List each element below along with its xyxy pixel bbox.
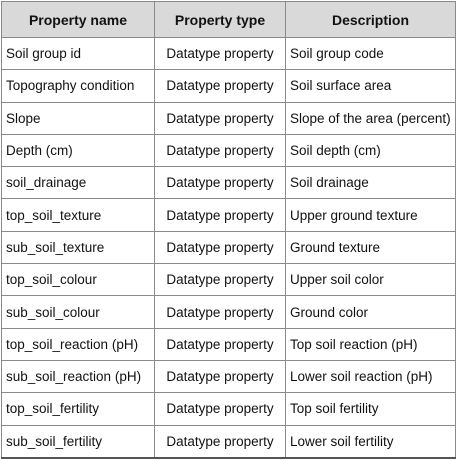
cell-property-type: Datatype property: [154, 424, 286, 459]
cell-description: Soil group code: [285, 36, 456, 71]
table-row: sub_soil_reaction (pH) Datatype property L…: [1, 359, 456, 394]
table-row: soil_drainage Datatype property Soil drain…: [1, 166, 456, 200]
header-row: Property name Property type Description: [1, 1, 456, 38]
cell-property-type: Datatype property: [154, 392, 286, 426]
cell-property-name: Soil group id: [1, 36, 155, 71]
cell-property-name: sub_soil_fertility: [1, 424, 155, 459]
cell-property-type: Datatype property: [154, 327, 286, 361]
table-row: top_soil_texture Datatype property Upper g…: [1, 198, 456, 232]
cell-property-name: top_soil_reaction (pH): [1, 327, 155, 361]
cell-description: Ground texture: [285, 230, 456, 265]
table-row: top_soil_reaction (pH) Datatype property T…: [1, 327, 456, 361]
cell-description: Top soil fertility: [285, 392, 456, 426]
cell-property-name: top_soil_colour: [1, 263, 155, 297]
table-row: Depth (cm) Datatype property Soil depth (c…: [1, 133, 456, 168]
cell-property-type: Datatype property: [154, 359, 286, 394]
cell-property-type: Datatype property: [154, 36, 286, 71]
cell-description: Soil depth (cm): [285, 133, 456, 168]
table-row: Slope Datatype property Slope of the area …: [1, 101, 456, 135]
cell-property-name: Depth (cm): [1, 133, 155, 168]
cell-property-type: Datatype property: [154, 198, 286, 232]
cell-property-name: sub_soil_colour: [1, 295, 155, 329]
table-row: top_soil_colour Datatype property Upper so…: [1, 263, 456, 297]
header-description: Description: [285, 1, 456, 38]
cell-property-name: top_soil_fertility: [1, 392, 155, 426]
cell-property-name: sub_soil_texture: [1, 230, 155, 265]
cell-description: Lower soil reaction (pH): [285, 359, 456, 394]
table-row: top_soil_fertility Datatype property Top s…: [1, 392, 456, 426]
cell-description: Slope of the area (percent): [285, 101, 456, 135]
cell-property-type: Datatype property: [154, 230, 286, 265]
cell-property-name: sub_soil_reaction (pH): [1, 359, 155, 394]
cell-description: Ground color: [285, 295, 456, 329]
cell-property-type: Datatype property: [154, 295, 286, 329]
header-property-type: Property type: [154, 1, 286, 38]
table-row: Soil group id Datatype property Soil group…: [1, 36, 456, 71]
table-body: Soil group id Datatype property Soil group…: [1, 36, 456, 459]
cell-description: Upper ground texture: [285, 198, 456, 232]
cell-description: Soil drainage: [285, 166, 456, 200]
table-row: sub_soil_texture Datatype property Ground …: [1, 230, 456, 265]
cell-description: Top soil reaction (pH): [285, 327, 456, 361]
table-header: Property name Property type Description: [1, 1, 456, 38]
cell-property-name: soil_drainage: [1, 166, 155, 200]
cell-property-name: Slope: [1, 101, 155, 135]
cell-property-type: Datatype property: [154, 101, 286, 135]
cell-property-type: Datatype property: [154, 133, 286, 168]
cell-description: Upper soil color: [285, 263, 456, 297]
cell-property-name: Topography condition: [1, 69, 155, 103]
table-row: sub_soil_fertility Datatype property Lower…: [1, 424, 456, 459]
header-property-name: Property name: [1, 1, 155, 38]
cell-description: Lower soil fertility: [285, 424, 456, 459]
table-row: sub_soil_colour Datatype property Ground c…: [1, 295, 456, 329]
cell-property-name: top_soil_texture: [1, 198, 155, 232]
cell-property-type: Datatype property: [154, 263, 286, 297]
cell-property-type: Datatype property: [154, 69, 286, 103]
cell-description: Soil surface area: [285, 69, 456, 103]
table-row: Topography condition Datatype property Soi…: [1, 69, 456, 103]
cell-property-type: Datatype property: [154, 166, 286, 200]
